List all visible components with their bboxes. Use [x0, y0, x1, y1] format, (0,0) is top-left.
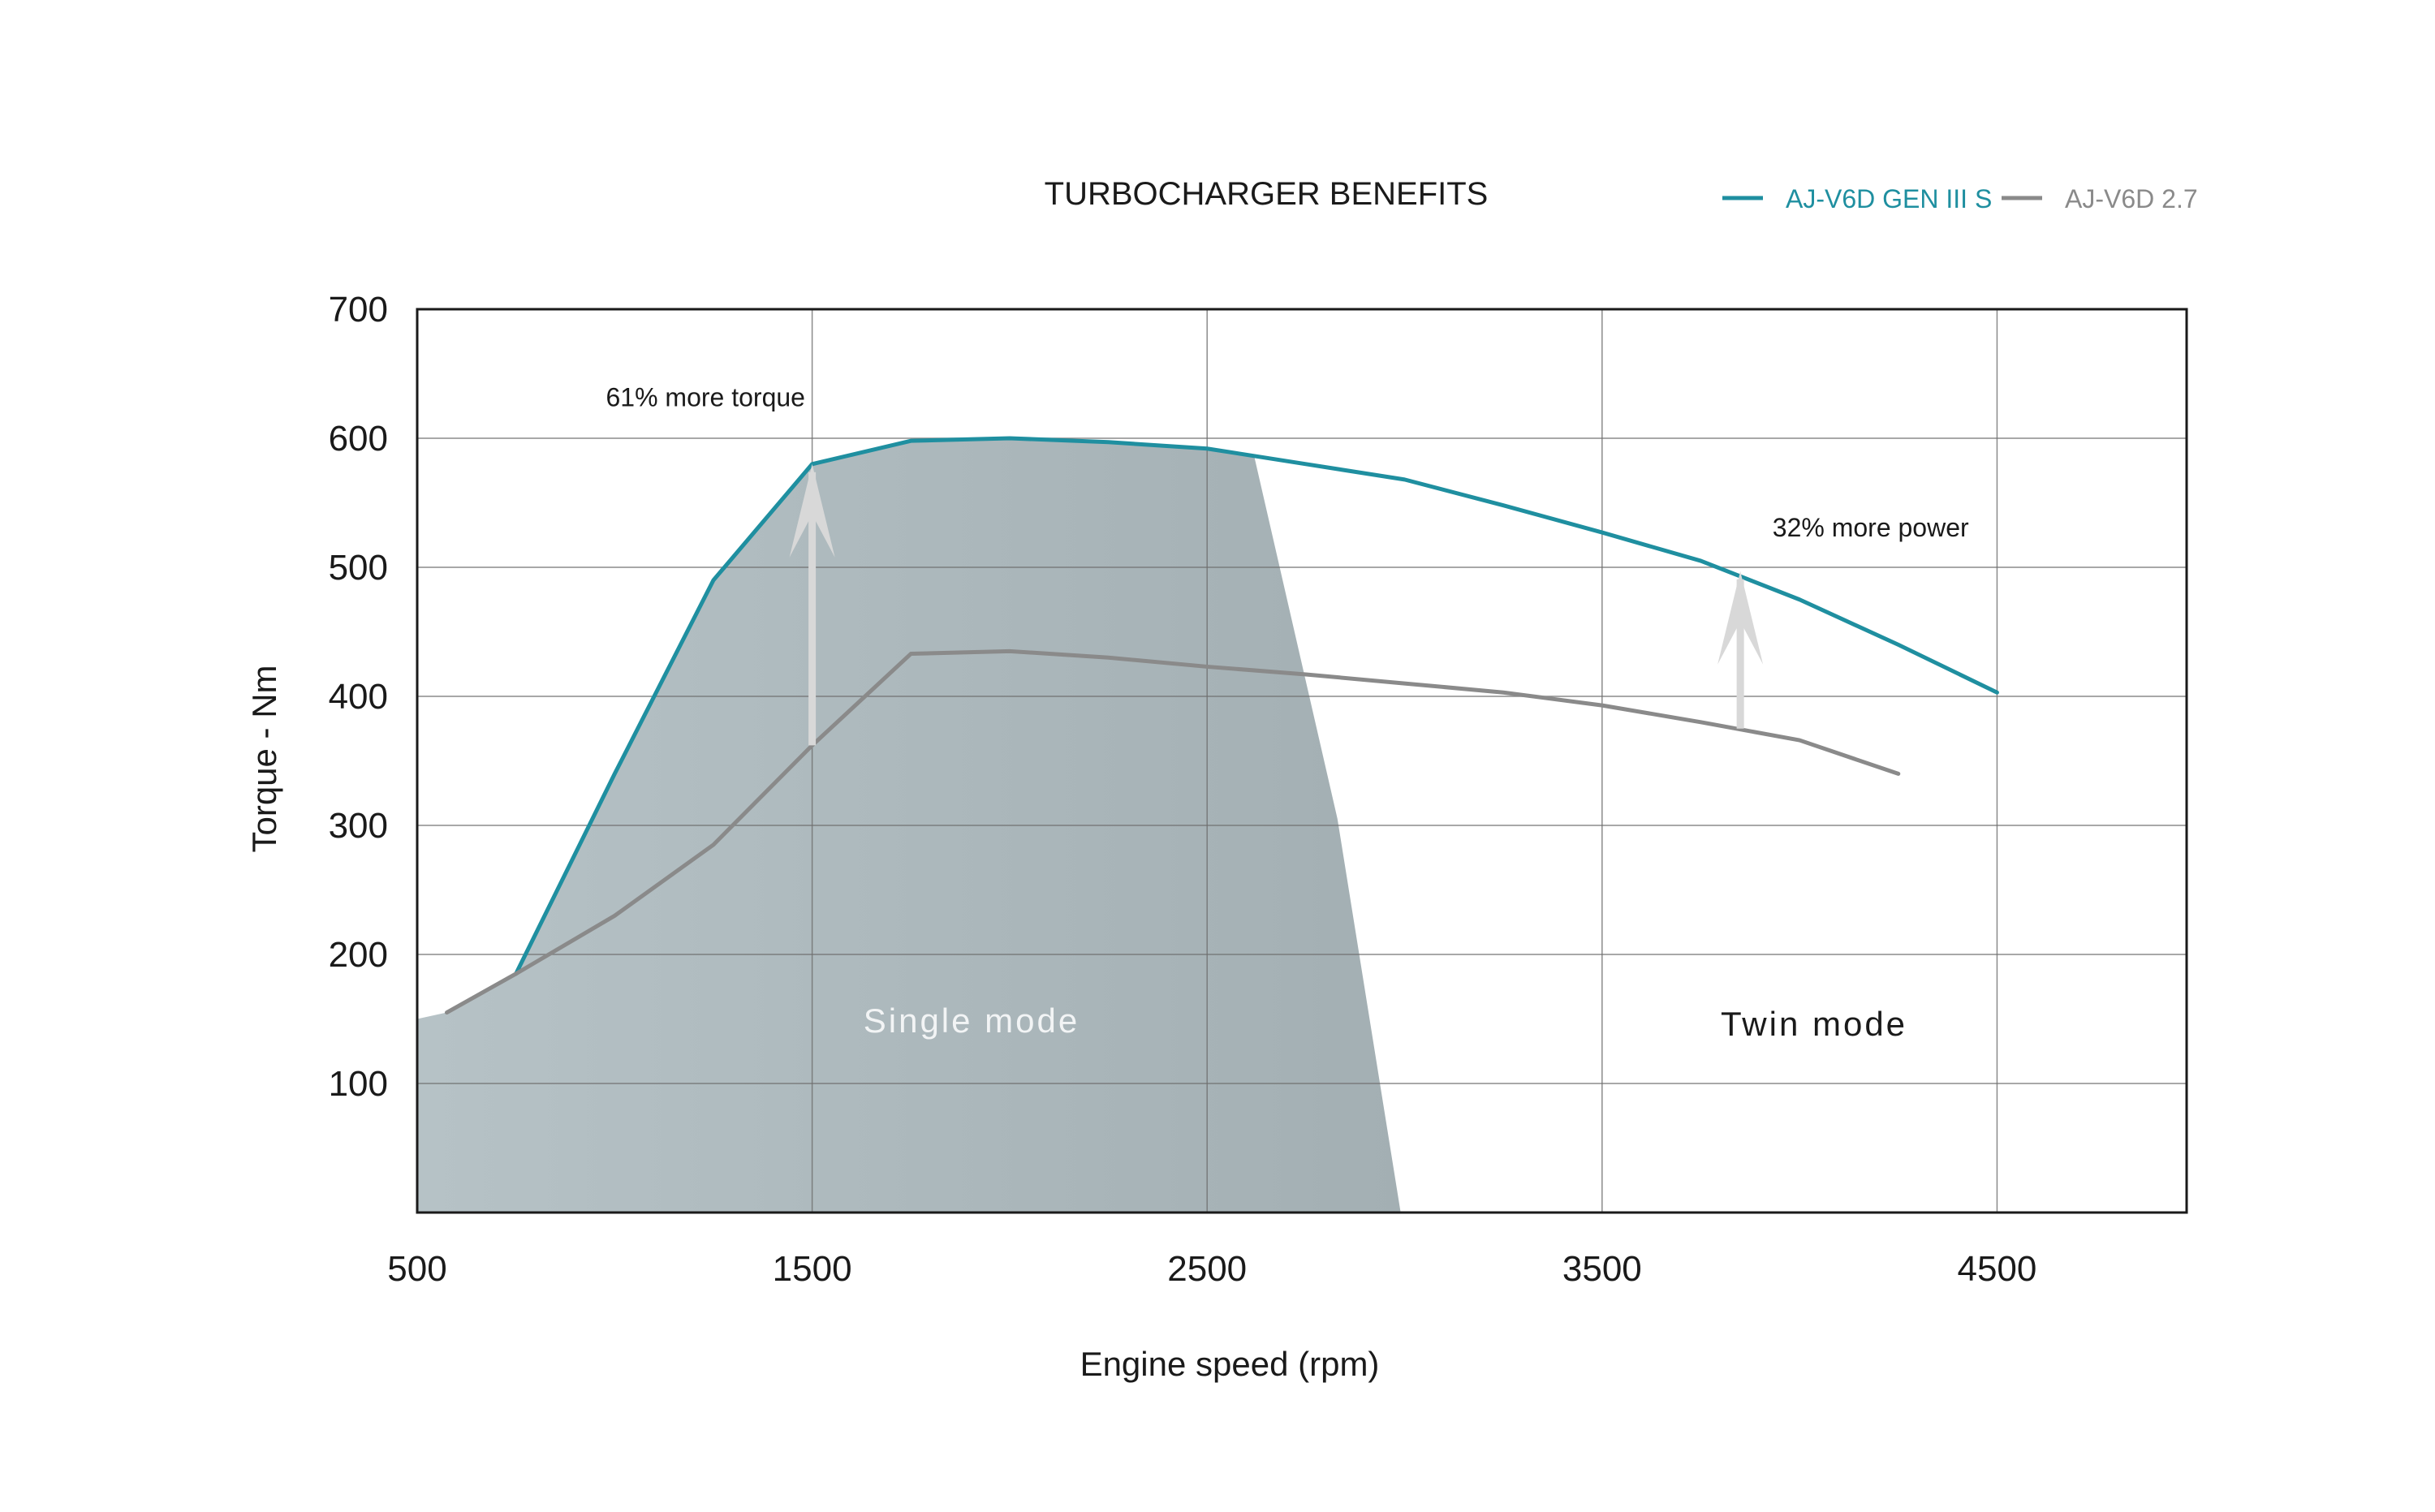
x-axis-label: Engine speed (rpm): [1080, 1345, 1380, 1383]
series-lines-layer: [444, 436, 1999, 1015]
x-tick-label-1500: 1500: [773, 1249, 852, 1289]
tick-labels-layer: 500 1500 2500 3500 4500 100 200 300 400 500 600 700: [329, 290, 2037, 1289]
annotation-arrow-head-2: [1717, 571, 1764, 665]
x-tick-label-4500: 4500: [1957, 1249, 2036, 1289]
series-line-2: [444, 648, 1901, 1015]
plot-frame: [416, 308, 2188, 1214]
annotation-arrow-head-1: [789, 463, 835, 558]
x-tick-label-500: 500: [387, 1249, 446, 1289]
x-tick-label-3500: 3500: [1562, 1249, 1642, 1289]
y-tick-label-400: 400: [329, 677, 388, 717]
y-tick-label-500: 500: [329, 548, 388, 588]
grid-layer: [417, 309, 2187, 1213]
single-mode-label: Single mode: [864, 1002, 1080, 1040]
y-tick-label-600: 600: [329, 419, 388, 459]
y-tick-label-700: 700: [329, 290, 388, 330]
twin-mode-label: Twin mode: [1721, 1005, 1907, 1043]
x-tick-label-2500: 2500: [1167, 1249, 1247, 1289]
y-tick-label-100: 100: [329, 1064, 388, 1104]
y-tick-label-200: 200: [329, 935, 388, 975]
y-tick-label-300: 300: [329, 806, 388, 846]
annotation-label-1: 61% more torque: [606, 382, 804, 411]
legend-label-1: AJ-V6D GEN III S: [1786, 184, 1992, 213]
y-axis-label: Torque - Nm: [245, 665, 283, 852]
legend: AJ-V6D GEN III S AJ-V6D 2.7: [1722, 184, 2198, 213]
series-line-1: [514, 436, 1999, 976]
legend-label-2: AJ-V6D 2.7: [2065, 184, 2198, 213]
annotation-label-2: 32% more power: [1773, 513, 1969, 542]
annotation-arrows-layer: 61% more torque 32% more power: [606, 382, 1969, 746]
chart-title: TURBOCHARGER BENEFITS: [1045, 176, 1489, 212]
